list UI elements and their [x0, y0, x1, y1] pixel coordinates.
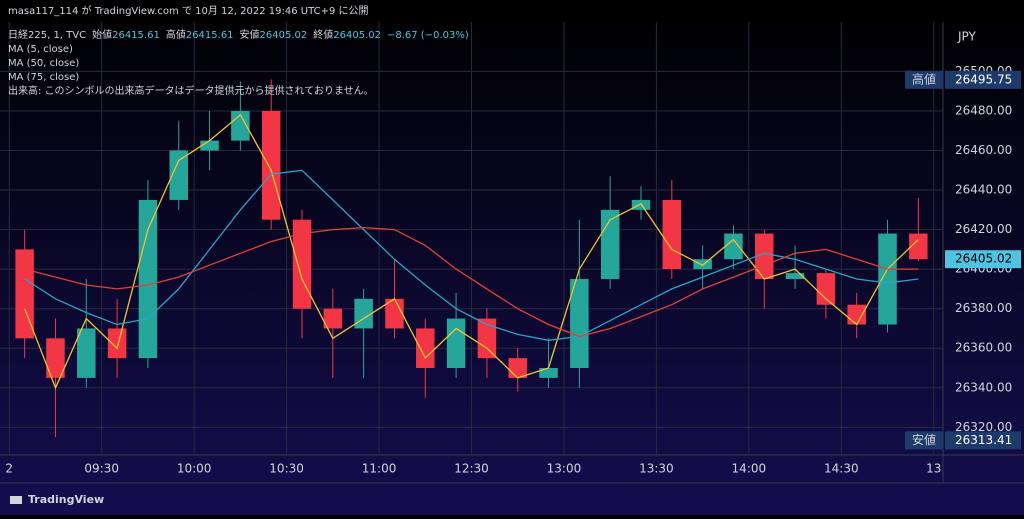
brand: TradingView [28, 493, 104, 506]
x-tick-label: 14:00 [732, 462, 767, 476]
candle-body [138, 199, 158, 359]
x-tick-label: 10:30 [269, 462, 304, 476]
price-marker [945, 431, 1021, 450]
x-tick-label: 13:30 [639, 462, 674, 476]
candle-body [416, 328, 435, 369]
y-tick-label: 26460.00 [955, 143, 1012, 157]
candle-body [477, 318, 497, 359]
x-tick-label: 2 [5, 462, 13, 476]
candle-body [570, 279, 589, 369]
ohlc-label: 始値 [92, 28, 112, 41]
legend-entry: MA (5, close) [8, 44, 73, 55]
ma-line [24, 169, 919, 341]
header-bar [0, 0, 1024, 22]
candle-body [539, 368, 558, 378]
x-tick-label: 14:30 [824, 462, 859, 476]
candle-body [261, 110, 281, 220]
candle-body [200, 140, 219, 151]
candle-body [169, 150, 188, 200]
ohlc-label: 安値 [240, 28, 260, 41]
x-tick-label: 11:00 [362, 462, 397, 476]
legend: 日経225, 1, TVC 始値26415.61 高値26415.61 安値26405… [8, 28, 469, 97]
change: −8.67 (−0.03%) [387, 30, 469, 41]
currency: JPY [957, 30, 977, 44]
y-tick-label: 26480.00 [955, 103, 1012, 117]
candle-body [292, 219, 312, 309]
x-tick-label: 09:30 [84, 462, 119, 476]
candle-body [15, 249, 34, 339]
ohlc-value: 26415.61 [112, 30, 160, 41]
price-marker-value: 26495.75 [955, 72, 1012, 86]
y-tick-label: 26420.00 [955, 222, 1012, 236]
plot [15, 79, 928, 438]
candle-body [847, 304, 866, 325]
price-marker-value: 26313.41 [955, 433, 1012, 447]
marker-label: 高値 [912, 71, 936, 86]
symbol: 日経225, 1, TVC [8, 28, 86, 41]
candle-body [909, 233, 928, 260]
x-tick-label: 12:30 [454, 462, 489, 476]
candle-body [878, 233, 897, 325]
price-marker [945, 70, 1021, 89]
marker-label: 安値 [912, 432, 936, 447]
ohlc-label: 高値 [166, 28, 186, 41]
x-tick-label: 13 [926, 462, 941, 476]
legend-entry: MA (75, close) [8, 72, 79, 83]
ohlc-value: 26405.02 [260, 30, 308, 41]
ohlc-value: 26415.61 [186, 30, 234, 41]
marker-label-bg [905, 431, 943, 450]
price-marker-value: 26405.02 [955, 252, 1012, 266]
legend-ohlc: 日経225, 1, TVC 始値26415.61 高値26415.61 安値26405… [8, 28, 469, 41]
y-tick-label: 26320.00 [955, 420, 1012, 434]
candle-body [107, 328, 127, 359]
candle-body [662, 199, 682, 270]
candle-body [508, 358, 527, 378]
candle-body [46, 338, 65, 378]
grid [0, 22, 943, 455]
y-tick-label: 26380.00 [955, 301, 1012, 315]
x-tick-label: 10:00 [177, 462, 212, 476]
ma-line [24, 113, 919, 390]
footer-logo: TradingView [10, 493, 104, 506]
candle-body [693, 259, 712, 270]
candle-body [354, 298, 373, 329]
x-tick-label: 13:00 [547, 462, 582, 476]
publisher: masa117_114 が TradingView.com で 10月 12, … [8, 4, 369, 17]
candle-body [724, 233, 743, 260]
y-tick-label: 26340.00 [955, 380, 1012, 394]
ohlc-label: 終値 [313, 28, 333, 41]
ma-line [24, 226, 919, 338]
candle-body [785, 273, 805, 280]
candle-body [77, 328, 96, 378]
axes: 26320.0026340.0026360.0026380.0026400.00… [5, 64, 1012, 476]
candle-body [816, 273, 836, 305]
price-marker [945, 250, 1021, 269]
y-tick-label: 26360.00 [955, 341, 1012, 355]
candle-body [446, 318, 466, 369]
ohlc-value: 26405.02 [333, 30, 381, 41]
logo-icon [10, 496, 22, 504]
marker-label-bg [905, 70, 943, 89]
candle-body [323, 308, 343, 329]
y-tick-label: 26440.00 [955, 183, 1012, 197]
legend-entry: MA (50, close) [8, 58, 79, 69]
volume-note: 出来高: このシンボルの出来高データはデータ提供元から提供されておりません。 [8, 84, 374, 97]
